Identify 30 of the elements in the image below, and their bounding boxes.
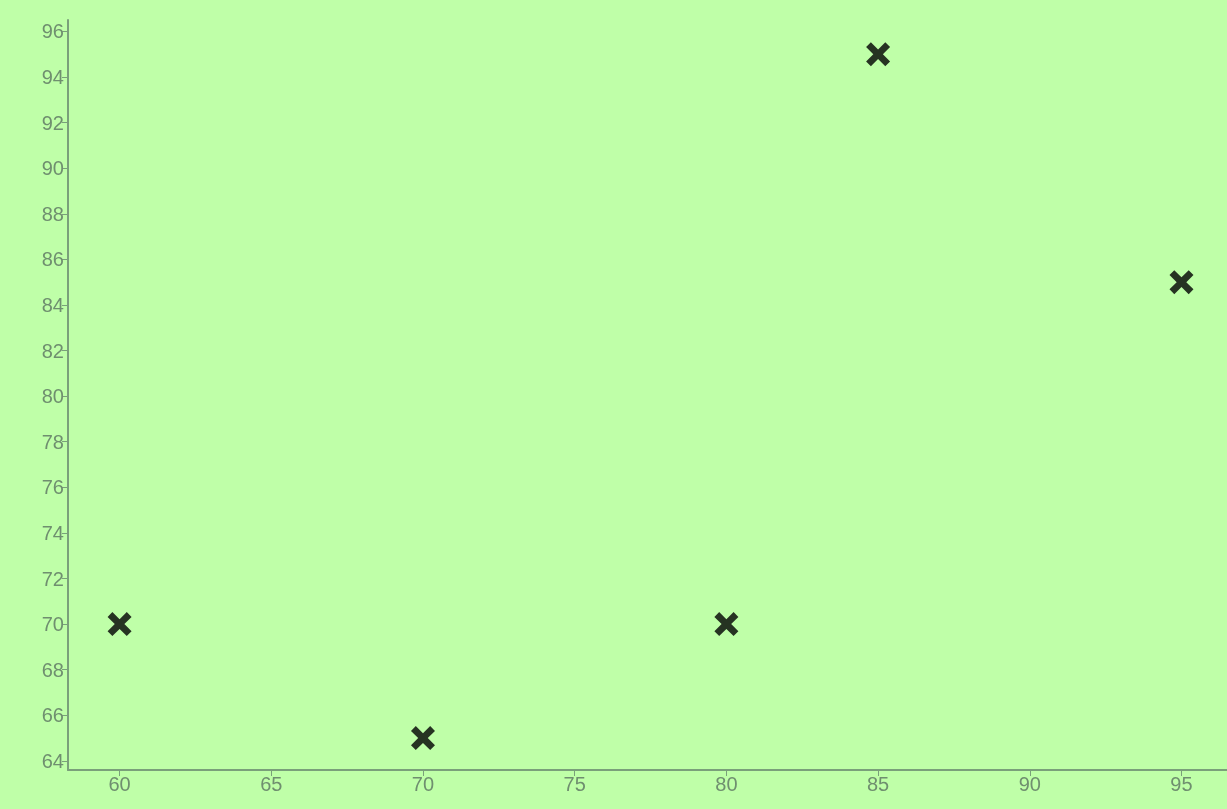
y-tick-label: 92	[41, 111, 64, 134]
x-tick-label: 90	[1018, 773, 1041, 795]
x-tick-label: 70	[411, 773, 435, 795]
y-tick-label: 82	[41, 339, 64, 362]
y-tick-label: 94	[41, 65, 64, 88]
y-tick-label: 86	[41, 248, 64, 271]
y-tick-label: 72	[41, 567, 64, 590]
y-tick-label: 74	[41, 521, 64, 544]
y-tick-label: 80	[41, 385, 64, 408]
point	[866, 42, 891, 67]
y-tick-label: 64	[41, 749, 64, 772]
x-tick-label: 85	[866, 773, 890, 795]
x-tick-label: 75	[563, 773, 586, 795]
point	[714, 612, 739, 637]
x-tick-label: 95	[1170, 773, 1193, 795]
y-tick-label: 88	[41, 202, 64, 225]
point	[107, 612, 132, 637]
y-tick-label: 78	[41, 430, 64, 453]
y-tick-label: 76	[41, 476, 64, 499]
point	[410, 726, 435, 751]
x-tick-label: 80	[715, 773, 738, 795]
y-tick-label: 84	[41, 293, 64, 316]
y-tick-label: 66	[41, 704, 64, 727]
x-tick-label: 60	[108, 773, 131, 795]
x-tick-label: 65	[260, 773, 283, 795]
y-tick-label: 96	[41, 20, 64, 43]
y-tick-label: 90	[41, 157, 64, 180]
y-tick-label: 70	[41, 613, 64, 636]
y-tick-label: 68	[41, 658, 64, 681]
point	[1169, 270, 1194, 295]
